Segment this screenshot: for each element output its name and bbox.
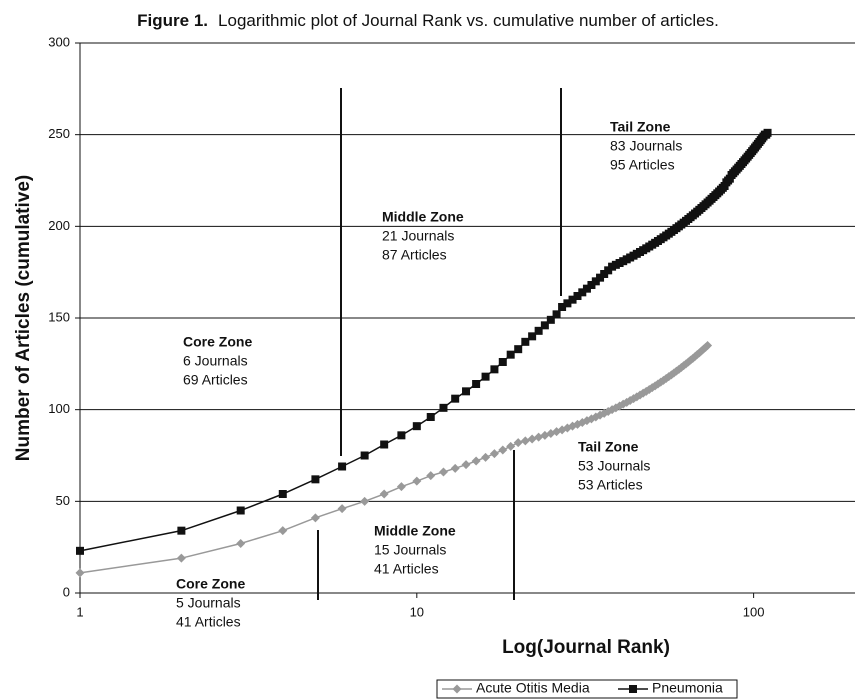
data-point (439, 403, 448, 412)
data-point (558, 303, 567, 311)
data-point (278, 490, 287, 498)
data-point (176, 553, 186, 563)
annotation-title: Core Zone (183, 334, 252, 350)
data-point (177, 526, 186, 535)
data-point (360, 496, 370, 506)
annotation-title: Tail Zone (610, 119, 671, 135)
data-point (591, 277, 600, 286)
data-point (379, 489, 389, 499)
data-point (426, 471, 436, 481)
annotation-line: 5 Journals (176, 595, 241, 611)
annotation-title: Core Zone (176, 576, 245, 592)
annotation-line: 41 Articles (374, 561, 439, 577)
data-point (396, 482, 406, 492)
data-point (450, 463, 460, 473)
data-point (462, 387, 471, 396)
data-point (568, 295, 577, 304)
data-point (587, 281, 596, 289)
data-point (596, 273, 605, 282)
data-point (451, 394, 460, 403)
y-tick-label: 0 (63, 584, 70, 599)
data-point (481, 452, 491, 462)
legend-marker (629, 685, 637, 693)
data-point (514, 345, 523, 354)
annotation-line: 41 Articles (176, 614, 241, 630)
data-point (520, 436, 530, 446)
annotation-line: 15 Journals (374, 542, 446, 558)
data-point (546, 315, 555, 324)
data-point (236, 506, 245, 515)
y-tick-label: 300 (48, 34, 70, 49)
y-axis-label: Number of Articles (cumulative) (13, 175, 34, 461)
data-point (380, 440, 389, 449)
data-point (490, 365, 499, 374)
data-point (534, 326, 543, 335)
data-point (360, 451, 369, 460)
data-point (337, 504, 347, 514)
annotation-line: 6 Journals (183, 353, 248, 369)
legend-label: Acute Otitis Media (476, 680, 590, 696)
data-point (412, 422, 421, 431)
data-point (461, 460, 471, 470)
data-point (498, 358, 507, 366)
data-point (311, 475, 320, 484)
data-point (472, 380, 481, 388)
data-point (76, 546, 84, 555)
data-point (471, 456, 481, 466)
chart-title: Logarithmic plot of Journal Rank vs. cum… (218, 11, 719, 30)
chart-title-group: Figure 1. Logarithmic plot of Journal Ran… (137, 11, 719, 30)
data-point (506, 441, 516, 451)
data-point (528, 332, 537, 341)
annotation-line: 21 Journals (382, 228, 454, 244)
y-tick-label: 250 (48, 126, 70, 141)
data-point (552, 310, 561, 319)
data-point (438, 467, 448, 477)
data-point (521, 337, 530, 346)
data-point (278, 526, 288, 536)
x-axis-label: Log(Journal Rank) (502, 637, 670, 658)
y-tick-label: 100 (48, 401, 70, 416)
x-tick-label: 100 (743, 604, 765, 619)
x-tick-label: 1 (76, 604, 83, 619)
annotation-line: 87 Articles (382, 247, 447, 263)
data-point (540, 321, 549, 330)
data-point (338, 462, 347, 471)
data-point (75, 568, 85, 578)
legend-box (436, 679, 738, 699)
data-point (481, 372, 490, 381)
annotation-title: Tail Zone (578, 439, 639, 455)
data-point (498, 445, 508, 455)
data-point (703, 341, 713, 350)
data-point (489, 449, 499, 459)
annotation-line: 53 Articles (578, 477, 643, 493)
y-tick-label: 50 (56, 493, 70, 508)
annotation-title: Middle Zone (382, 209, 464, 225)
data-point (578, 288, 587, 297)
data-point (600, 270, 609, 278)
annotation-line: 95 Articles (610, 157, 675, 173)
data-point (412, 476, 422, 486)
data-point (527, 434, 537, 444)
y-tick-label: 150 (48, 309, 70, 324)
data-point (426, 413, 435, 421)
x-tick-label: 10 (410, 604, 424, 619)
data-point (582, 284, 591, 293)
figure-label: Figure 1. (137, 11, 208, 30)
data-point (763, 128, 772, 137)
data-point (236, 539, 246, 548)
annotation-line: 69 Articles (183, 372, 248, 388)
data-point (563, 299, 572, 308)
data-point (573, 292, 582, 300)
data-point (310, 513, 320, 523)
data-point (397, 431, 406, 440)
annotation-line: 53 Journals (578, 458, 650, 474)
annotation-line: 83 Journals (610, 138, 682, 154)
annotation-title: Middle Zone (374, 523, 456, 539)
legend-marker (452, 684, 462, 694)
data-point (506, 350, 515, 359)
legend-label: Pneumonia (652, 680, 723, 696)
y-tick-label: 200 (48, 218, 70, 233)
data-point (513, 438, 523, 448)
